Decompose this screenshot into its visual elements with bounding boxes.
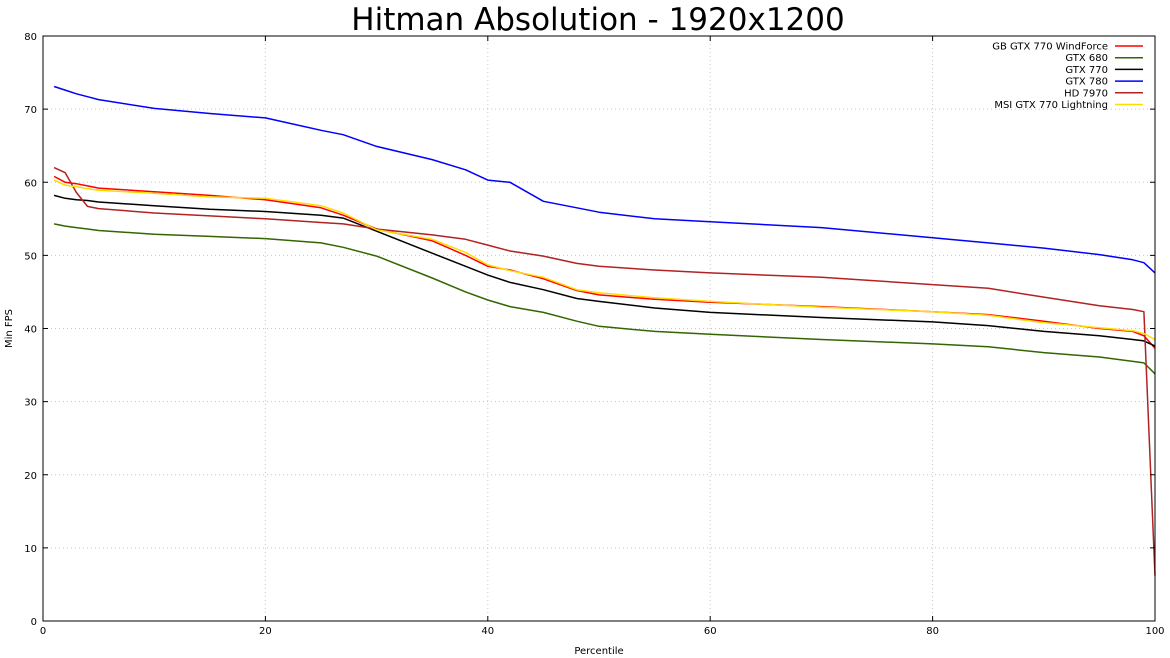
y-tick-label: 60 (24, 178, 37, 189)
x-axis-label: Percentile (574, 646, 623, 657)
x-tick-label: 60 (704, 626, 717, 637)
y-tick-label: 40 (24, 325, 37, 336)
y-tick-label: 80 (24, 32, 37, 43)
x-tick-label: 100 (1145, 626, 1164, 637)
chart-title: Hitman Absolution - 1920x1200 (351, 2, 844, 38)
y-tick-label: 70 (24, 105, 37, 116)
series-line (53, 85, 1156, 274)
series-line (53, 223, 1156, 375)
y-tick-label: 0 (31, 617, 37, 628)
x-tick-label: 20 (259, 626, 272, 637)
legend-label: GTX 780 (1065, 77, 1108, 88)
y-tick-label: 20 (24, 471, 37, 482)
legend-label: GTX 680 (1065, 53, 1108, 64)
y-tick-label: 30 (24, 398, 37, 409)
grid (43, 36, 1155, 621)
axis-ticks: 0 20 40 60 80 100 0 10 20 30 40 50 60 70 80 (24, 32, 1164, 637)
legend-label: GB GTX 770 WindForce (992, 42, 1108, 53)
x-tick-label: 40 (481, 626, 494, 637)
series-line (53, 194, 1156, 347)
y-tick-label: 50 (24, 251, 37, 262)
series-line (53, 175, 1156, 349)
x-tick-label: 80 (926, 626, 939, 637)
y-axis-label: Min FPS (4, 309, 15, 348)
x-tick-label: 0 (40, 626, 46, 637)
series-line (53, 166, 1156, 576)
legend-label: HD 7970 (1064, 88, 1108, 99)
series-line (53, 179, 1156, 341)
y-tick-label: 10 (24, 544, 37, 555)
series-lines (53, 85, 1156, 576)
legend-label: MSI GTX 770 Lightning (994, 100, 1108, 111)
legend-label: GTX 770 (1065, 65, 1108, 76)
